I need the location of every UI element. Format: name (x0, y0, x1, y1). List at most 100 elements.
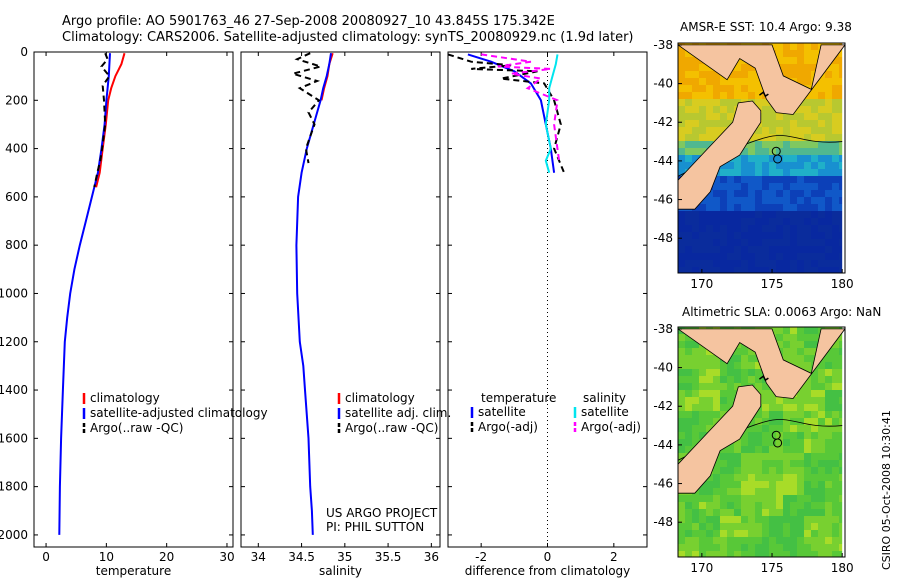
sla-map-cell (734, 446, 742, 454)
sla-map-cell (692, 432, 700, 440)
sla-map-cell (790, 544, 798, 552)
sst-map-cell (832, 169, 840, 177)
sla-map-cell (748, 418, 756, 426)
sla-map-cell (804, 418, 812, 426)
sla-map-cell (832, 355, 840, 363)
sst-map-cell (776, 134, 784, 142)
depth-tick-label: 800 (5, 238, 28, 252)
sla-map-cell (818, 502, 826, 510)
sla-map-cell (783, 537, 791, 545)
sst-map-cell (727, 92, 735, 100)
sst-map-cell (685, 120, 693, 128)
sla-map-cell (818, 432, 826, 440)
sst-map-cell (706, 127, 714, 135)
sst-map-cell (811, 120, 819, 128)
sla-map-cell (811, 411, 819, 419)
sla-map-cell (839, 516, 845, 524)
sst-map-cell (713, 71, 721, 79)
sla-map-cell (692, 495, 700, 503)
sst-map-cell (706, 218, 714, 226)
sla-map-cell (755, 516, 763, 524)
sla-map-cell (783, 516, 791, 524)
sst-map-cell (811, 218, 819, 226)
sst-map-cell (727, 190, 735, 198)
sla-map-cell (811, 523, 819, 531)
sla-map-cell (727, 516, 735, 524)
sst-map-cell (818, 155, 826, 163)
sst-map-cell (699, 134, 707, 142)
sla-map-cell (832, 467, 840, 475)
sla-map-cell (706, 523, 714, 531)
sst-map-cell (804, 176, 812, 184)
sla-map-cell (790, 425, 798, 433)
sla-map-cell (839, 341, 845, 349)
sla-map-cell (678, 453, 686, 461)
title-line-1: Argo profile: AO 5901763_46 27-Sep-2008 … (62, 14, 555, 29)
sst-map-cell (741, 260, 749, 268)
sst-map-ytick-label: -46 (653, 193, 673, 207)
sst-map-cell (713, 211, 721, 219)
sst-map-xtick-label: 175 (761, 277, 784, 291)
sla-map-cell (685, 544, 693, 552)
sla-map-cell (713, 544, 721, 552)
sst-map-cell (797, 148, 805, 156)
sst-map-ytick-label: -44 (653, 154, 673, 168)
sla-map-cell (825, 488, 833, 496)
sst-map-cell (769, 127, 777, 135)
sla-map-cell (762, 509, 770, 517)
sla-map-cell (685, 418, 693, 426)
sst-map-xtick-label: 180 (831, 277, 854, 291)
sla-map-cell (727, 488, 735, 496)
sla-map-cell (804, 397, 812, 405)
sst-map-cell (713, 246, 721, 254)
sst-map-cell (797, 239, 805, 247)
sst-map-cell (678, 50, 686, 58)
sla-map-cell (699, 355, 707, 363)
sst-map-cell (685, 106, 693, 114)
sst-map-cell (797, 169, 805, 177)
sst-map-cell (783, 176, 791, 184)
sst-map-cell (832, 225, 840, 233)
sla-map-cell (818, 362, 826, 370)
sst-map-cell (818, 267, 826, 273)
sst-map-cell (685, 148, 693, 156)
sla-map-cell (825, 481, 833, 489)
sst-map-cell (832, 155, 840, 163)
sst-map-cell (776, 57, 784, 65)
sla-map-cell (713, 537, 721, 545)
sst-map-cell (720, 253, 728, 261)
sla-map-cell (832, 544, 840, 552)
temperature-series-group (58, 52, 126, 535)
sla-map-cell (755, 369, 763, 377)
sst-map-cell (706, 99, 714, 107)
sst-map-cell (678, 134, 686, 142)
sst-map-cell (804, 141, 812, 149)
sla-map-cell (699, 544, 707, 552)
sst-map-cell (839, 190, 845, 198)
sla-map-cell (769, 411, 777, 419)
sst-map-cell (818, 92, 826, 100)
sst-map-cell (790, 113, 798, 121)
sst-map-cell (832, 232, 840, 240)
sla-map-cell (741, 474, 749, 482)
sst-map-cell (804, 239, 812, 247)
sst-map-cell (783, 148, 791, 156)
sla-map-cell (713, 411, 721, 419)
sla-map-cell (839, 446, 845, 454)
sla-map-cell (762, 474, 770, 482)
sst-map-cell (706, 190, 714, 198)
sla-map-cell (755, 530, 763, 538)
sst-map-cell (734, 253, 742, 261)
sla-map-cell (825, 369, 833, 377)
sla-map-cell (706, 495, 714, 503)
sst-map-cell (804, 92, 812, 100)
sla-map-cell (678, 537, 686, 545)
sst-map-cell (776, 225, 784, 233)
sst-map-cell (748, 232, 756, 240)
sst-map-cell (685, 162, 693, 170)
sla-map-cell (818, 453, 826, 461)
sla-map-cell (685, 390, 693, 398)
sla-map-cell (734, 474, 742, 482)
sst-map-cell (797, 64, 805, 72)
sla-map-cell (797, 453, 805, 461)
